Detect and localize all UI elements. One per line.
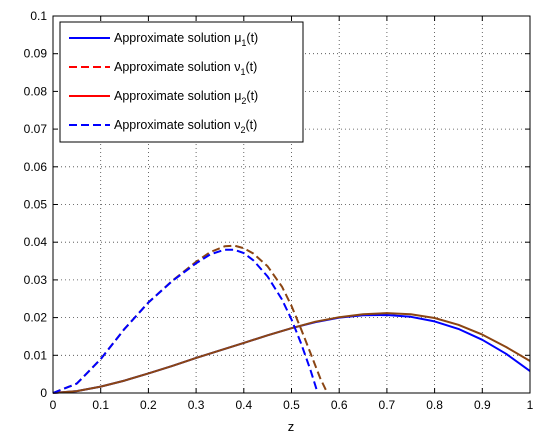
x-tick-label: 0.2 bbox=[140, 398, 157, 412]
series-line-4 bbox=[52, 248, 319, 394]
x-tick-label: 0.4 bbox=[235, 398, 252, 412]
x-tick-label: 0.5 bbox=[283, 398, 300, 412]
x-tick-label: 0.1 bbox=[92, 398, 109, 412]
x-tick-labels: 0 0.1 0.2 0.3 0.4 0.5 0.6 0.7 0.8 0.9 1 bbox=[50, 398, 534, 412]
legend-label: Approximate solution ν1(t) bbox=[114, 60, 257, 77]
series-line-2 bbox=[52, 312, 531, 394]
legend: Approximate solution μ1(t) Approximate so… bbox=[59, 21, 304, 143]
x-tick-label: 0.3 bbox=[188, 398, 205, 412]
axis-ticks bbox=[52, 15, 531, 394]
y-tick-label: 0.06 bbox=[24, 160, 48, 174]
x-tick-label: 0.8 bbox=[426, 398, 443, 412]
grid-lines bbox=[53, 16, 530, 393]
x-axis-label: z bbox=[288, 419, 295, 434]
y-tick-label: 0.02 bbox=[24, 311, 48, 325]
legend-label: Approximate solution μ1(t) bbox=[114, 31, 258, 48]
x-tick-label: 0.9 bbox=[474, 398, 491, 412]
x-tick-label: 0 bbox=[50, 398, 57, 412]
y-tick-label: 0.07 bbox=[24, 122, 48, 136]
y-tick-label: 0.03 bbox=[24, 273, 48, 287]
y-tick-label: 0.1 bbox=[30, 9, 47, 23]
y-tick-label: 0.05 bbox=[24, 198, 48, 212]
legend-label: Approximate solution μ2(t) bbox=[114, 89, 258, 106]
y-tick-label: 0.04 bbox=[24, 235, 48, 249]
legend-label: Approximate solution ν2(t) bbox=[114, 118, 257, 135]
legend-box bbox=[59, 21, 304, 143]
x-tick-label: 0.6 bbox=[331, 398, 348, 412]
x-tick-label: 0.7 bbox=[379, 398, 396, 412]
y-tick-label: 0.09 bbox=[24, 47, 48, 61]
y-tick-label: 0.01 bbox=[24, 348, 48, 362]
series-layer bbox=[52, 244, 531, 394]
y-tick-label: 0 bbox=[40, 386, 47, 400]
x-tick-label: 1 bbox=[527, 398, 534, 412]
y-tick-labels: 0 0.01 0.02 0.03 0.04 0.05 0.06 0.07 0.08 0.09 0.1 bbox=[24, 9, 48, 400]
y-tick-label: 0.08 bbox=[24, 84, 48, 98]
